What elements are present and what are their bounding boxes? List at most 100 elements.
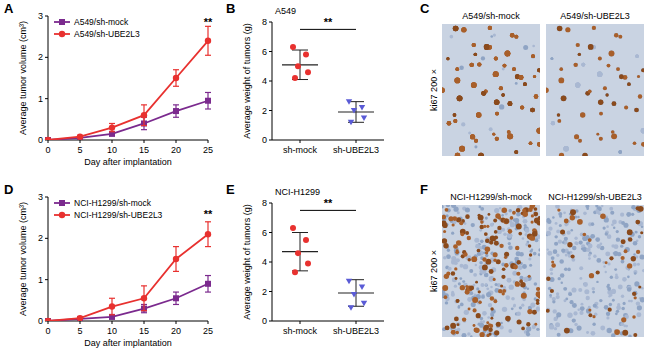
- annotation: **: [204, 208, 213, 220]
- y-tick: [269, 321, 272, 322]
- nucleus: [524, 228, 529, 233]
- stained-nucleus: [498, 289, 502, 293]
- nucleus: [528, 258, 531, 261]
- nucleus: [588, 44, 593, 49]
- nucleus: [537, 142, 540, 146]
- nucleus: [494, 100, 499, 105]
- stained-nucleus: [453, 244, 458, 249]
- stained-nucleus: [519, 279, 523, 283]
- nucleus: [633, 270, 637, 274]
- stained-nucleus: [457, 95, 463, 101]
- stained-nucleus: [460, 285, 465, 290]
- error-cap: [141, 310, 147, 311]
- nucleus: [455, 153, 460, 156]
- nucleus: [619, 75, 623, 79]
- nucleus: [611, 134, 616, 139]
- nucleus: [574, 63, 578, 67]
- nucleus: [531, 54, 534, 57]
- significance-bracket: [300, 210, 356, 211]
- stained-nucleus: [633, 141, 637, 145]
- nucleus: [515, 82, 518, 85]
- stained-nucleus: [536, 302, 539, 305]
- stained-nucleus: [570, 209, 576, 215]
- stained-nucleus: [494, 241, 499, 246]
- stained-nucleus: [638, 94, 642, 98]
- stained-nucleus: [533, 75, 536, 78]
- nucleus: [561, 96, 566, 101]
- nucleus: [614, 268, 617, 271]
- nucleus: [537, 69, 540, 73]
- nucleus: [586, 308, 591, 313]
- nucleus: [546, 308, 550, 312]
- nucleus: [582, 63, 586, 67]
- stained-nucleus: [537, 142, 540, 147]
- nucleus: [508, 245, 513, 250]
- nucleus: [606, 94, 609, 97]
- stained-nucleus: [501, 93, 504, 96]
- nucleus: [588, 44, 593, 49]
- nucleus: [474, 139, 477, 142]
- stained-nucleus: [508, 229, 513, 234]
- nucleus: [600, 325, 605, 330]
- nucleus: [559, 78, 564, 83]
- nucleus: [624, 106, 628, 110]
- nucleus: [548, 227, 552, 231]
- nucleus: [631, 205, 636, 210]
- nucleus: [476, 112, 481, 117]
- nucleus: [599, 112, 602, 115]
- image-title: A549/sh-mock: [462, 11, 520, 21]
- stained-nucleus: [486, 225, 489, 228]
- stained-nucleus: [485, 247, 491, 253]
- nucleus: [519, 306, 522, 309]
- nucleus: [493, 72, 498, 77]
- nucleus: [447, 57, 450, 60]
- stained-nucleus: [504, 252, 509, 257]
- stained-nucleus: [485, 238, 490, 243]
- nucleus: [478, 63, 482, 67]
- stained-nucleus: [529, 141, 533, 145]
- nucleus: [453, 26, 458, 31]
- sd-bar: [292, 50, 308, 80]
- nucleus: [586, 296, 590, 300]
- stained-nucleus: [469, 285, 474, 290]
- nucleus: [510, 33, 514, 37]
- nucleus: [641, 142, 644, 146]
- nucleus: [551, 57, 554, 60]
- nucleus: [475, 264, 477, 266]
- nucleus: [502, 94, 505, 97]
- stained-nucleus: [627, 263, 632, 268]
- nucleus: [609, 51, 614, 56]
- nucleus: [507, 130, 510, 133]
- stained-nucleus: [444, 295, 448, 299]
- y-tick: [269, 140, 272, 141]
- nucleus: [633, 142, 636, 145]
- nucleus: [457, 96, 462, 101]
- nucleus: [531, 54, 534, 57]
- nucleus: [563, 146, 568, 151]
- nucleus: [471, 82, 476, 87]
- nucleus: [638, 235, 641, 238]
- nucleus: [598, 100, 603, 105]
- stained-nucleus: [470, 134, 475, 139]
- x-tick: [112, 321, 113, 324]
- nucleus: [453, 114, 456, 117]
- nucleus: [620, 322, 624, 326]
- stained-nucleus: [493, 71, 499, 77]
- nucleus: [511, 297, 515, 301]
- stained-nucleus: [465, 231, 469, 235]
- nucleus: [524, 224, 527, 227]
- nucleus: [447, 121, 451, 125]
- nucleus: [462, 27, 467, 32]
- y-tick-label: 8: [262, 17, 267, 27]
- nucleus: [456, 68, 459, 71]
- error-cap: [141, 129, 147, 130]
- nucleus: [565, 298, 568, 301]
- nucleus: [592, 26, 596, 30]
- nucleus: [530, 108, 534, 112]
- error-cap: [173, 69, 179, 70]
- error-bar: [109, 123, 115, 131]
- annotation: **: [204, 16, 213, 28]
- nucleus: [616, 67, 619, 70]
- nucleus: [597, 72, 602, 77]
- nucleus: [635, 54, 638, 57]
